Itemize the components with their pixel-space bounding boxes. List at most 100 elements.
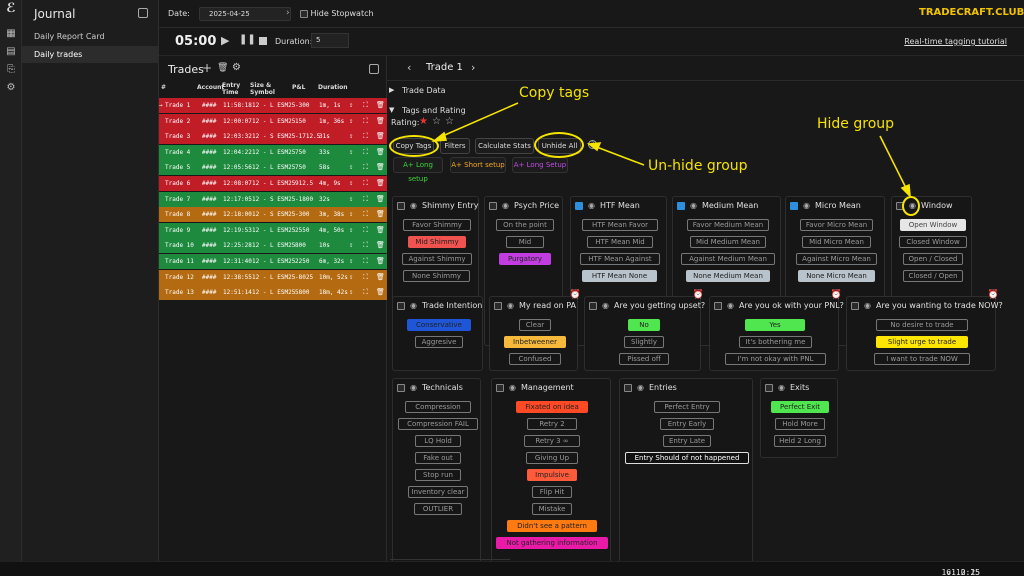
tag-button[interactable]: I want to trade NOW [874,353,970,365]
export-icon[interactable]: ⇪ [349,210,354,219]
group-checkbox[interactable] [851,301,859,310]
chart-icon[interactable]: ⛶ [363,210,368,219]
tag-button[interactable]: Mid Micro Mean [802,236,871,248]
chart-icon[interactable]: ⛶ [363,116,368,125]
tag-button[interactable]: No [628,319,660,331]
eye-icon[interactable]: ◉ [507,301,514,310]
group-checkbox[interactable] [489,201,497,210]
tag-button[interactable]: Entry Early [660,418,714,430]
tag-button[interactable]: Against Medium Mean [681,253,775,265]
chart-icon[interactable]: ⛶ [363,194,368,203]
tag-button[interactable]: None Medium Mean [686,270,770,282]
eye-icon[interactable]: ◉ [502,201,509,210]
tag-button[interactable]: OUTLIER [414,503,462,515]
tag-button[interactable]: Hold More [775,418,825,430]
group-checkbox[interactable] [575,201,583,210]
export-icon[interactable]: ⇪ [349,272,354,281]
group-checkbox[interactable] [765,383,773,392]
alarm-clock-icon[interactable]: ⏰ [692,290,704,300]
group-checkbox[interactable] [790,201,798,210]
group-checkbox[interactable] [677,201,685,210]
tag-button[interactable]: Purgatory [499,253,551,265]
stop-icon[interactable] [259,37,267,45]
settings-icon[interactable]: ⚙ [232,62,241,73]
tag-button[interactable]: Not gathering information [496,537,608,549]
delete-icon[interactable]: 🗑 [376,210,385,219]
export-icon[interactable]: ⇪ [349,116,354,125]
tag-button[interactable]: Retry 2 [527,418,577,430]
sidebar-toggle-icon[interactable] [138,8,148,18]
chart-icon[interactable]: ⛶ [363,132,368,141]
trade-row[interactable]: Trade 1 #### 11:58:18 12 - L ESM25 -300 1m, 1… [159,98,387,113]
tag-button[interactable]: Didn't see a pattern [507,520,597,532]
tag-button[interactable]: Closed / Open [903,270,963,282]
tag-button[interactable]: Flip Hit [532,486,572,498]
play-icon[interactable]: ▶ [221,34,230,47]
tag-button[interactable]: Slight urge to trade [876,336,968,348]
eye-icon[interactable]: ◉ [509,383,516,392]
tag-button[interactable]: Held 2 Long [774,435,826,447]
eye-icon[interactable]: ◉ [588,201,595,210]
document-icon[interactable]: ⎘ [7,64,15,75]
tag-button[interactable]: Favor Micro Mean [800,219,873,231]
next-date-icon[interactable]: › [286,8,290,18]
tag-button[interactable]: Perfect Entry [654,401,720,413]
tag-button[interactable]: HTF Mean Favor [582,219,658,231]
tag-button[interactable]: Fixated on idea [516,401,588,413]
group-checkbox[interactable] [496,383,504,392]
filters-button[interactable]: Filters [440,138,470,154]
star-2-icon[interactable]: ☆ [432,116,441,127]
export-icon[interactable]: ⇪ [349,241,354,250]
tag-button[interactable]: HTF Mean Against [580,253,660,265]
tag-button[interactable]: Mid [506,236,544,248]
tag-button[interactable]: Closed Window [899,236,967,248]
trade-data-caret-icon[interactable]: ▶ [389,86,395,94]
tag-button[interactable]: Mid Medium Mean [690,236,766,248]
chart-icon[interactable]: ⛶ [363,241,368,250]
group-checkbox[interactable] [624,383,632,392]
pause-icon[interactable]: ❚❚ [239,34,256,45]
delete-icon[interactable]: 🗑 [376,116,385,125]
chart-icon[interactable]: ⛶ [363,163,368,172]
settings-icon[interactable]: ⚙ [6,82,16,93]
tags-caret-icon[interactable]: ▼ [389,106,395,114]
star-3-icon[interactable]: ☆ [445,116,454,127]
export-icon[interactable]: ⇪ [349,225,354,234]
tag-button[interactable]: Compression FAIL [398,418,478,430]
delete-icon[interactable]: 🗑 [376,163,385,172]
group-checkbox[interactable] [397,201,405,210]
chart-icon[interactable]: ⛶ [363,257,368,265]
tag-button[interactable]: Fake out [415,452,461,464]
setup-a-long-button[interactable]: A+ Long setup [393,157,443,183]
hide-stopwatch-checkbox[interactable] [300,9,308,18]
delete-icon[interactable]: 🗑 [376,101,385,109]
tag-button[interactable]: I'm not okay with PNL [725,353,826,365]
trade-row[interactable]: Trade 13 #### 12:51:14 12 - L ESM25 5800 18m,… [159,285,387,301]
tag-button[interactable]: Entry Late [663,435,711,447]
date-input[interactable]: 2025-04-25 [199,7,291,21]
export-icon[interactable]: ⇪ [349,288,354,297]
export-icon[interactable]: ⇪ [349,132,354,141]
delete-icon[interactable]: 🗑 [376,288,385,297]
tag-button[interactable]: Clear [519,319,551,331]
book-icon[interactable]: ▤ [6,46,16,57]
panel-toggle-icon[interactable] [369,64,379,74]
tag-button[interactable]: Against Micro Mean [796,253,877,265]
next-trade-icon[interactable]: › [471,61,476,74]
delete-icon[interactable]: 🗑 [376,241,385,250]
tag-button[interactable]: Impulsive [527,469,577,481]
duration-input[interactable]: 5 [311,33,349,48]
export-icon[interactable]: ⇪ [349,179,354,187]
chart-icon[interactable]: ⛶ [363,101,368,109]
tag-button[interactable]: HTF Mean None [582,270,657,282]
calculate-stats-button[interactable]: Calculate Stats [475,138,534,154]
trade-row[interactable]: Trade 8 #### 12:18:00 12 - S ESM25 -300 3m, 3… [159,207,387,223]
tag-button[interactable]: Pissed off [619,353,669,365]
delete-icon[interactable]: 🗑 [376,225,385,234]
export-icon[interactable]: ⇪ [349,147,354,156]
setup-a-long-setup-button[interactable]: A+ Long Setup [512,157,568,173]
tag-button[interactable]: Yes [745,319,805,331]
export-icon[interactable]: ⇪ [349,163,354,172]
tag-button[interactable]: HTF Mean Mid [587,236,653,248]
tag-button[interactable]: Mid Shimmy [408,236,466,248]
